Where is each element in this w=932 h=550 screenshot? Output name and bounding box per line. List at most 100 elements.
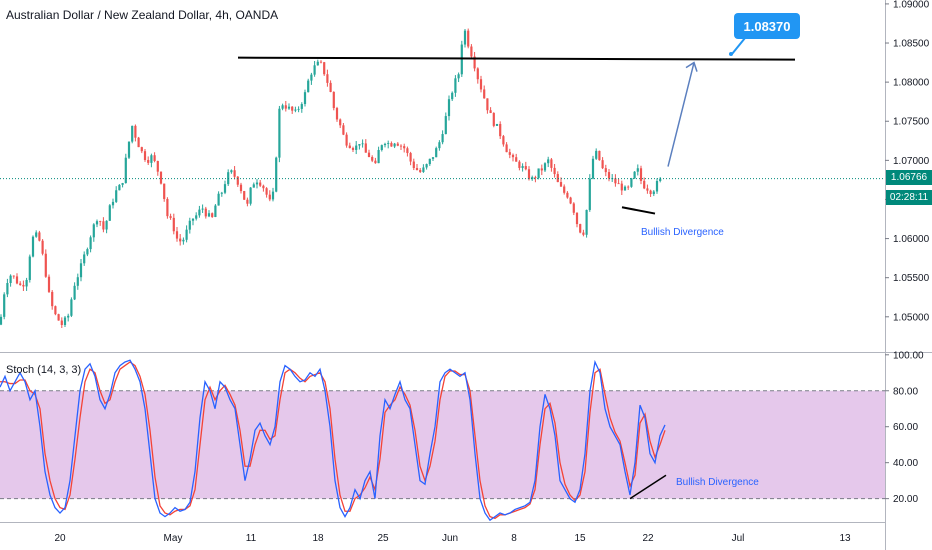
candle-body — [409, 153, 412, 162]
target-callout-dot — [729, 52, 733, 56]
candle-body — [563, 186, 566, 193]
candle-body — [230, 170, 233, 173]
target-price-label[interactable]: 1.08370 — [734, 13, 800, 39]
candle-body — [137, 137, 140, 148]
candle-body — [467, 30, 470, 47]
candle-body — [252, 184, 255, 188]
candle-body — [364, 143, 367, 153]
candle-body — [108, 205, 111, 221]
candle-body — [342, 125, 345, 135]
candle-body — [19, 283, 22, 285]
candle-body — [521, 166, 524, 168]
candle-body — [127, 141, 131, 158]
candle-body — [92, 224, 95, 238]
candle-body — [28, 256, 31, 280]
candle-body — [435, 148, 438, 158]
time-tick-label: 18 — [312, 533, 324, 544]
candle-body — [511, 154, 515, 158]
candle-body — [649, 190, 652, 195]
candle-body — [287, 106, 291, 109]
candle-body — [284, 105, 287, 109]
candle-body — [105, 220, 108, 230]
price-tick-label: 1.09000 — [893, 0, 930, 10]
chart-title: Australian Dollar / New Zealand Dollar, … — [6, 8, 279, 22]
candle-body — [102, 221, 105, 230]
candle-body — [591, 158, 595, 179]
candle-body — [396, 143, 399, 146]
candle-body — [249, 187, 252, 204]
candle-body — [451, 92, 454, 100]
candle-body — [534, 177, 537, 178]
candle-body — [204, 208, 207, 217]
candle-body — [153, 155, 156, 162]
candle-body — [447, 99, 451, 117]
candle-body — [643, 180, 646, 189]
candle-body — [131, 125, 134, 142]
candle-body — [348, 145, 351, 149]
candle-body — [147, 159, 150, 163]
stoch-divergence-label: Bullish Divergence — [676, 477, 759, 488]
candle-body — [217, 193, 220, 206]
time-tick-label: 8 — [511, 533, 517, 544]
candle-body — [41, 240, 44, 254]
time-tick-label: May — [164, 533, 183, 544]
candle-body — [540, 168, 543, 171]
candle-body — [355, 145, 358, 150]
candle-body — [31, 236, 35, 257]
candle-body — [367, 152, 371, 158]
candle-body — [3, 294, 6, 317]
resistance-line[interactable] — [237, 56, 796, 61]
time-tick-label: Jul — [732, 533, 745, 544]
projection-arrow-line[interactable] — [667, 62, 695, 167]
time-tick-label: Jun — [442, 533, 458, 544]
candle-body — [201, 208, 204, 210]
candle-body — [550, 159, 553, 168]
candle-body — [604, 168, 607, 173]
candle-body — [9, 275, 12, 284]
candle-body — [329, 82, 332, 92]
stoch-tick-label: 100.00 — [893, 350, 924, 361]
candle-body — [115, 190, 118, 202]
projection-arrow-head — [685, 61, 698, 72]
candle-body — [566, 192, 569, 198]
candle-body — [121, 183, 124, 185]
candle-body — [361, 143, 364, 145]
candle-body — [508, 152, 511, 155]
candle-body — [278, 108, 281, 158]
candle-body — [390, 143, 393, 147]
candle-body — [623, 186, 627, 191]
candle-body — [207, 213, 211, 217]
candle-body — [646, 188, 649, 191]
candle-body — [76, 277, 79, 286]
candle-body — [351, 148, 355, 150]
price-divergence-line[interactable] — [621, 206, 656, 215]
candle-body — [559, 182, 563, 187]
candle-body — [617, 183, 620, 185]
candle-body — [579, 224, 582, 233]
candle-body — [310, 74, 313, 81]
candle-body — [12, 275, 15, 277]
candle-body — [243, 191, 246, 200]
candle-body — [422, 167, 425, 172]
stoch-d-line — [0, 361, 666, 520]
candle-body — [35, 232, 38, 237]
candle-body — [636, 168, 639, 172]
candle-body — [268, 194, 271, 200]
candle-body — [406, 148, 409, 154]
candle-body — [118, 184, 121, 191]
stoch-divergence-line[interactable] — [629, 474, 667, 500]
candle-body — [15, 276, 19, 284]
candle-body — [425, 164, 428, 168]
candle-body — [428, 158, 431, 165]
candle-body — [89, 237, 92, 250]
time-tick-label: 22 — [642, 533, 654, 544]
candle-body — [431, 157, 435, 159]
candle-body — [214, 205, 217, 217]
time-tick-label: 20 — [54, 533, 66, 544]
stoch-tick-label: 60.00 — [893, 422, 918, 433]
candle-body — [54, 306, 57, 315]
candle-body — [6, 283, 9, 295]
candle-body — [569, 197, 572, 204]
candle-body — [380, 145, 383, 151]
